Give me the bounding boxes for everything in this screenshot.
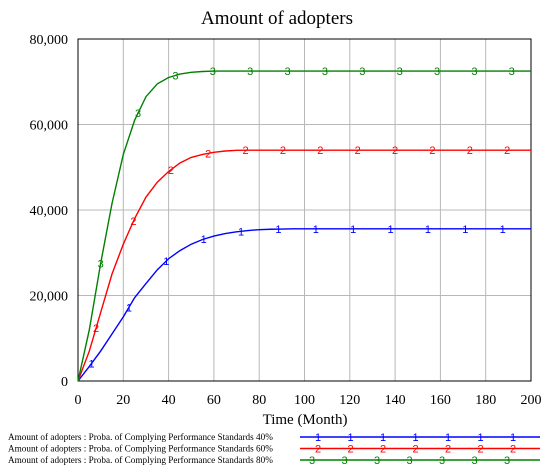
series-marker-3: 3 [284, 66, 290, 78]
series-line-2 [77, 149, 531, 382]
x-tick-label: 140 [385, 393, 406, 408]
series-line-3 [77, 70, 531, 382]
legend-marker-1: 1 [380, 432, 386, 444]
legend-label-2: Amount of adopters : Proba. of Complying… [8, 444, 273, 454]
legend-marker-1: 1 [347, 432, 353, 444]
series-marker-3: 3 [397, 66, 403, 78]
x-tick-label: 0 [75, 393, 82, 408]
legend-marker-2: 2 [347, 444, 353, 456]
y-tick-label: 80,000 [30, 33, 69, 48]
series-marker-2: 2 [168, 165, 174, 177]
x-tick-label: 100 [294, 393, 315, 408]
series-line-1 [77, 228, 531, 382]
legend-label-1: Amount of adopters : Proba. of Complying… [8, 432, 273, 442]
series-marker-1: 1 [126, 302, 132, 314]
y-axis-ticks: 0 20,000 40,000 60,000 80,000 [30, 33, 69, 390]
legend-marker-3: 3 [374, 455, 380, 467]
legend-marker-2: 2 [315, 444, 321, 456]
series-marker-3: 3 [98, 258, 104, 270]
chart-title: Amount of adopters [201, 8, 353, 29]
legend-marker-2: 2 [510, 444, 516, 456]
legend-marker-2: 2 [477, 444, 483, 456]
gridlines [78, 39, 531, 381]
series-marker-2: 2 [130, 216, 136, 228]
series-marker-3: 3 [359, 66, 365, 78]
legend-marker-1: 1 [477, 432, 483, 444]
x-tick-label: 80 [252, 393, 266, 408]
series-marker-3: 3 [471, 66, 477, 78]
series-marker-1: 1 [500, 224, 506, 236]
series-marker-1: 1 [388, 224, 394, 236]
series-marker-2: 2 [429, 145, 435, 157]
series-marker-1: 1 [238, 226, 244, 238]
x-tick-label: 160 [430, 393, 451, 408]
series-marker-1: 1 [89, 358, 95, 370]
series-marker-3: 3 [172, 70, 178, 82]
x-tick-label: 20 [116, 393, 130, 408]
legend-marker-1: 1 [510, 432, 516, 444]
series-marker-2: 2 [243, 145, 249, 157]
x-tick-label: 200 [521, 393, 542, 408]
series-marker-3: 3 [509, 66, 515, 78]
marker-layer: 1 1 1 1 1 1 1 1 1 1 1 1 2 2 2 2 2 2 2 2 2 2 2 2 3 3 3 3 3 3 3 3 3 3 3 3 [89, 66, 515, 370]
series-marker-2: 2 [93, 323, 99, 335]
series-marker-1: 1 [350, 224, 356, 236]
x-tick-label: 40 [162, 393, 176, 408]
series-marker-1: 1 [462, 224, 468, 236]
series-marker-1: 1 [163, 256, 169, 268]
series-marker-2: 2 [205, 148, 211, 160]
series-marker-3: 3 [434, 66, 440, 78]
series-marker-1: 1 [313, 224, 319, 236]
y-tick-label: 20,000 [30, 290, 69, 305]
series-marker-2: 2 [392, 145, 398, 157]
series-marker-2: 2 [317, 145, 323, 157]
legend-marker-1: 1 [315, 432, 321, 444]
legend-marker-2: 2 [412, 444, 418, 456]
y-tick-label: 0 [61, 375, 68, 390]
y-tick-label: 60,000 [30, 119, 69, 134]
series-marker-3: 3 [135, 108, 141, 120]
axes [77, 38, 532, 382]
x-tick-label: 120 [339, 393, 360, 408]
legend-marker-3: 3 [406, 455, 412, 467]
x-axis-label: Time (Month) [263, 412, 348, 428]
legend-marker-3: 3 [504, 455, 510, 467]
series-marker-2: 2 [280, 145, 286, 157]
legend-marker-2: 2 [445, 444, 451, 456]
series-marker-1: 1 [425, 224, 431, 236]
legend-marker-3: 3 [439, 455, 445, 467]
legend-label-3: Amount of adopters : Proba. of Complying… [8, 455, 273, 465]
series-marker-1: 1 [275, 224, 281, 236]
legend: Amount of adopters : Proba. of Complying… [8, 432, 540, 467]
series-marker-3: 3 [247, 66, 253, 78]
legend-marker-2: 2 [380, 444, 386, 456]
plot-border [77, 38, 532, 382]
legend-marker-3: 3 [471, 455, 477, 467]
x-axis-ticks: 0 20 40 60 80 100 120 140 160 180 200 [75, 393, 542, 408]
x-tick-label: 180 [475, 393, 496, 408]
y-tick-label: 40,000 [30, 204, 69, 219]
series-layer [77, 70, 531, 382]
series-marker-2: 2 [467, 145, 473, 157]
legend-marker-3: 3 [309, 455, 315, 467]
legend-marker-1: 1 [412, 432, 418, 444]
series-marker-2: 2 [504, 145, 510, 157]
series-marker-1: 1 [201, 234, 207, 246]
x-tick-label: 60 [207, 393, 221, 408]
series-marker-2: 2 [355, 145, 361, 157]
series-marker-3: 3 [322, 66, 328, 78]
series-marker-3: 3 [210, 66, 216, 78]
legend-marker-3: 3 [341, 455, 347, 467]
legend-marker-1: 1 [445, 432, 451, 444]
